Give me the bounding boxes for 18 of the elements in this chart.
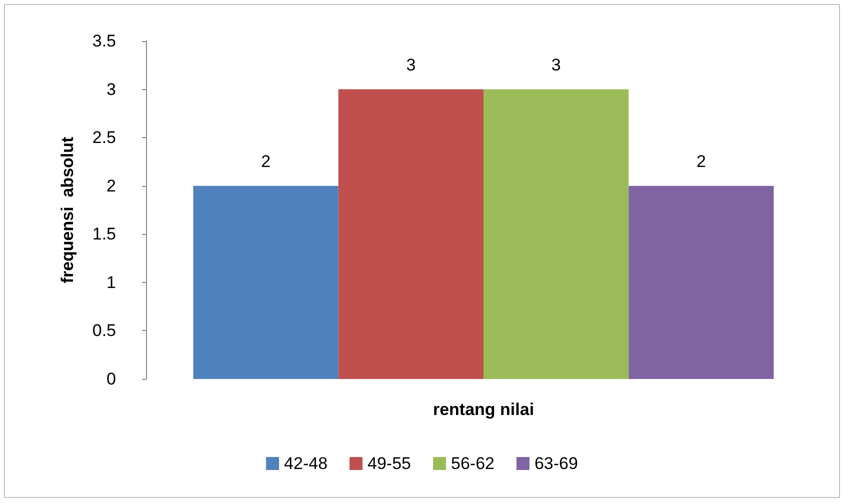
- y-tick-label: 2.5: [92, 128, 116, 148]
- legend-label: 42-48: [284, 454, 328, 473]
- y-tick-label: 0: [106, 370, 116, 388]
- legend-label: 49-55: [368, 454, 412, 473]
- data-label: 2: [696, 152, 706, 171]
- legend-label: 56-62: [451, 454, 494, 473]
- data-label: 3: [551, 55, 561, 74]
- legend-label: 63-69: [534, 454, 578, 473]
- y-tick-label: 2: [106, 176, 116, 196]
- y-tick-label: 3: [106, 80, 116, 99]
- x-axis-title: rentang nilai: [432, 400, 534, 419]
- y-tick-label: 3.5: [92, 32, 116, 50]
- data-label: 2: [261, 152, 271, 171]
- y-axis-title: frequensi absolut: [58, 136, 77, 284]
- data-label: 3: [406, 55, 416, 74]
- y-tick-label: 0.5: [92, 321, 116, 340]
- y-tick-label: 1: [106, 272, 116, 292]
- y-tick-label: 1.5: [92, 224, 116, 244]
